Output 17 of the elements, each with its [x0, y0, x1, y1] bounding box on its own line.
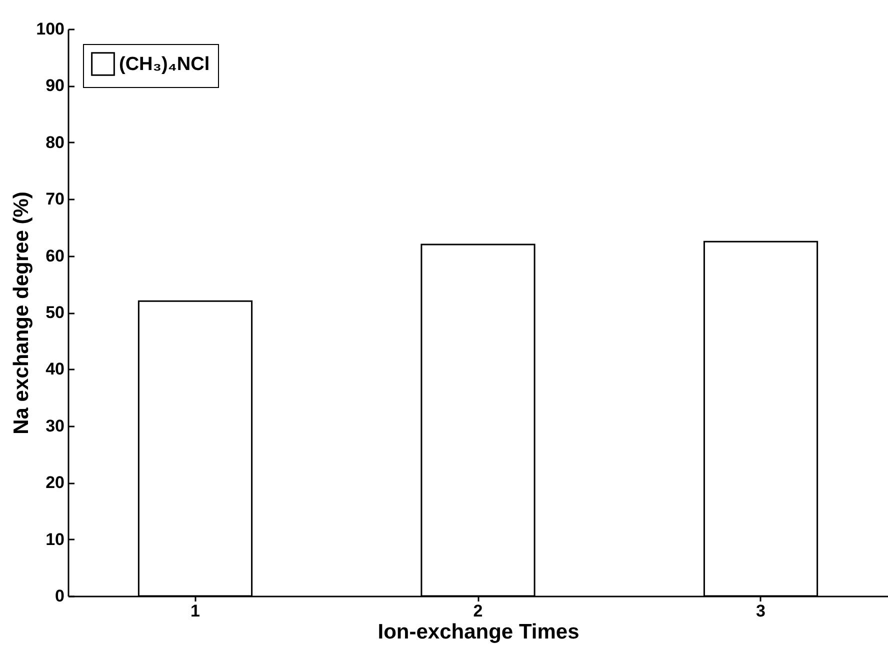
x-tick-label: 2	[473, 602, 483, 620]
y-tick-label: 90	[46, 76, 64, 96]
y-tick-label: 10	[46, 530, 64, 549]
y-tick-label: 60	[46, 246, 64, 266]
y-tick-label: 80	[46, 132, 64, 152]
y-axis-title: Na exchange degree (%)	[10, 192, 34, 434]
y-tick-label: 40	[46, 360, 64, 379]
x-tick-label: 3	[756, 602, 766, 620]
y-tick-label: 0	[55, 586, 64, 606]
legend-label: (CH₃)₄NCl	[119, 54, 210, 75]
x-axis-title: Ion-exchange Times	[378, 620, 580, 644]
y-tick-label: 50	[46, 303, 64, 322]
y-tick-label: 30	[46, 416, 64, 436]
y-tick-label: 100	[36, 20, 64, 38]
y-tick-label: 70	[46, 190, 64, 209]
x-tick-label: 1	[190, 602, 200, 620]
y-tick-label: 20	[46, 473, 64, 492]
